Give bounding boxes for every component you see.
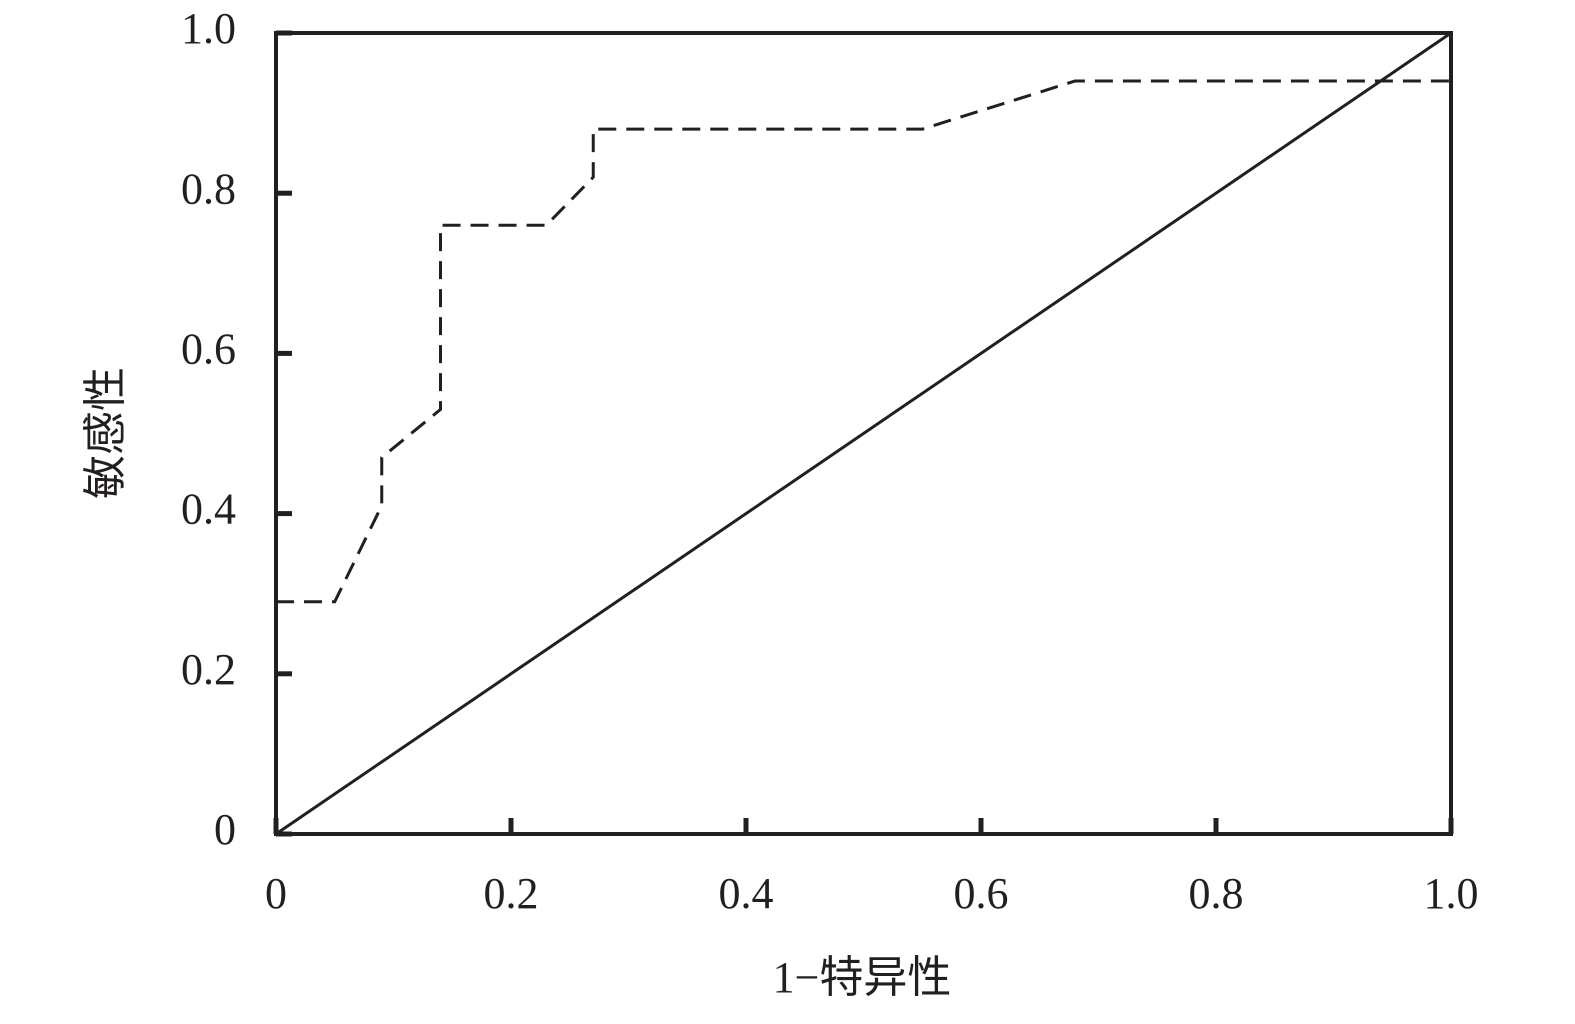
y-tick-label: 1.0: [181, 4, 236, 53]
x-tick-label: 0.8: [1189, 869, 1244, 918]
x-tick-label: 0.4: [719, 869, 774, 918]
x-tick-label: 1.0: [1424, 869, 1479, 918]
y-tick-label: 0.4: [181, 485, 236, 534]
x-tick-label: 0: [265, 869, 287, 918]
y-axis-label: 敏感性: [81, 367, 130, 499]
y-tick-label: 0.8: [181, 164, 236, 213]
x-tick-label: 0.2: [484, 869, 539, 918]
roc-line: [276, 79, 1451, 604]
roc-line: [275, 31, 1452, 836]
plot-frame: [274, 31, 1453, 836]
x-tick-label: 0.6: [954, 869, 1009, 918]
x-axis-label: 1−特异性: [773, 953, 952, 1002]
y-tick-label: 0.2: [181, 645, 236, 694]
y-tick-label: 0: [214, 805, 236, 854]
y-tick-label: 0.6: [181, 324, 236, 373]
